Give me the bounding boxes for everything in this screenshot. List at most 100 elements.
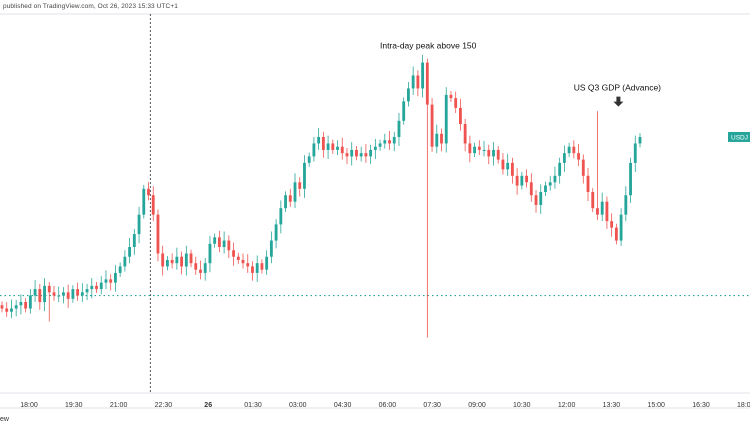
candle — [435, 124, 439, 154]
candle-body — [255, 263, 259, 273]
candle-body — [293, 182, 297, 202]
candle-body — [265, 256, 269, 270]
candle — [118, 262, 122, 277]
candle-body — [222, 240, 226, 248]
candle — [57, 286, 61, 303]
candle — [501, 153, 505, 175]
candle — [104, 270, 108, 290]
candle — [487, 144, 491, 165]
grid — [0, 13, 750, 409]
candle — [66, 284, 70, 308]
candle-body — [165, 259, 169, 267]
candle-body — [99, 282, 103, 290]
candle-body — [444, 94, 448, 144]
candle-body — [581, 159, 585, 176]
candle-body — [90, 285, 94, 290]
candle-body — [558, 162, 562, 176]
x-tick-label: 06:00 — [379, 402, 397, 409]
candle-body — [80, 292, 84, 296]
candle-body — [435, 133, 439, 147]
candle — [241, 253, 245, 269]
candle — [586, 168, 590, 202]
candle-body — [175, 256, 179, 264]
candle — [109, 274, 113, 291]
candle — [10, 299, 13, 319]
candle-body — [279, 208, 283, 225]
candle-body — [298, 182, 302, 189]
candle — [52, 285, 56, 301]
candle-body — [0, 305, 4, 309]
candle-body — [586, 175, 590, 192]
candle — [496, 146, 500, 164]
candle — [544, 181, 547, 196]
candle — [506, 153, 510, 176]
candle — [548, 175, 552, 191]
candle — [614, 223, 618, 245]
candle-body — [274, 224, 278, 241]
candle-body — [147, 188, 150, 196]
x-tick-label: 09:00 — [468, 402, 486, 409]
candle — [610, 213, 614, 237]
candle-body — [118, 266, 122, 273]
candle-body — [132, 234, 136, 248]
reference-lines — [0, 14, 750, 393]
candle — [269, 231, 273, 264]
footer-left-text: ew — [0, 416, 9, 423]
candle — [397, 113, 401, 147]
candle — [194, 256, 198, 275]
candle — [222, 231, 226, 254]
candle — [208, 236, 212, 273]
candle — [90, 278, 94, 299]
candle — [392, 131, 396, 152]
candle — [251, 261, 254, 281]
candle — [402, 97, 406, 125]
candle — [444, 87, 448, 153]
candle — [85, 283, 89, 301]
candle — [558, 157, 562, 184]
candle — [288, 188, 292, 207]
candle-body — [562, 153, 566, 163]
candle-body — [501, 159, 505, 170]
candle-body — [28, 295, 32, 309]
candle — [373, 138, 377, 159]
candle — [605, 196, 609, 229]
candle — [525, 169, 528, 188]
candle-body — [614, 227, 618, 241]
candle-body — [208, 243, 212, 264]
candle — [161, 245, 165, 276]
candle-body — [189, 253, 193, 264]
annotation-label: Intra-day peak above 150 — [380, 41, 477, 51]
candle-body — [600, 201, 604, 215]
candle — [430, 98, 434, 152]
candle — [520, 171, 524, 190]
candle-body — [336, 146, 339, 150]
candle-body — [553, 175, 557, 183]
candle-body — [62, 292, 65, 296]
candle — [99, 276, 103, 295]
candle — [0, 301, 4, 313]
candle — [236, 252, 240, 264]
x-tick-label: 01:30 — [244, 402, 262, 409]
candle-body — [496, 149, 500, 160]
candle — [359, 146, 363, 162]
candle — [468, 135, 472, 163]
candle-body — [539, 192, 543, 205]
candle-body — [232, 250, 235, 257]
candle — [307, 152, 311, 167]
candle-body — [170, 259, 174, 264]
candle-body — [421, 62, 425, 89]
candle — [5, 302, 9, 317]
candle — [567, 142, 571, 158]
candle — [137, 206, 141, 244]
x-tick-label: 03:00 — [289, 402, 307, 409]
candle — [132, 228, 136, 255]
candle-body — [383, 140, 387, 144]
candle — [326, 135, 330, 159]
candle-body — [610, 221, 614, 228]
candle-body — [203, 263, 207, 273]
candle-body — [529, 182, 533, 196]
candle-body — [19, 302, 23, 306]
x-tick-label: 07:30 — [423, 402, 441, 409]
candle — [279, 200, 283, 234]
